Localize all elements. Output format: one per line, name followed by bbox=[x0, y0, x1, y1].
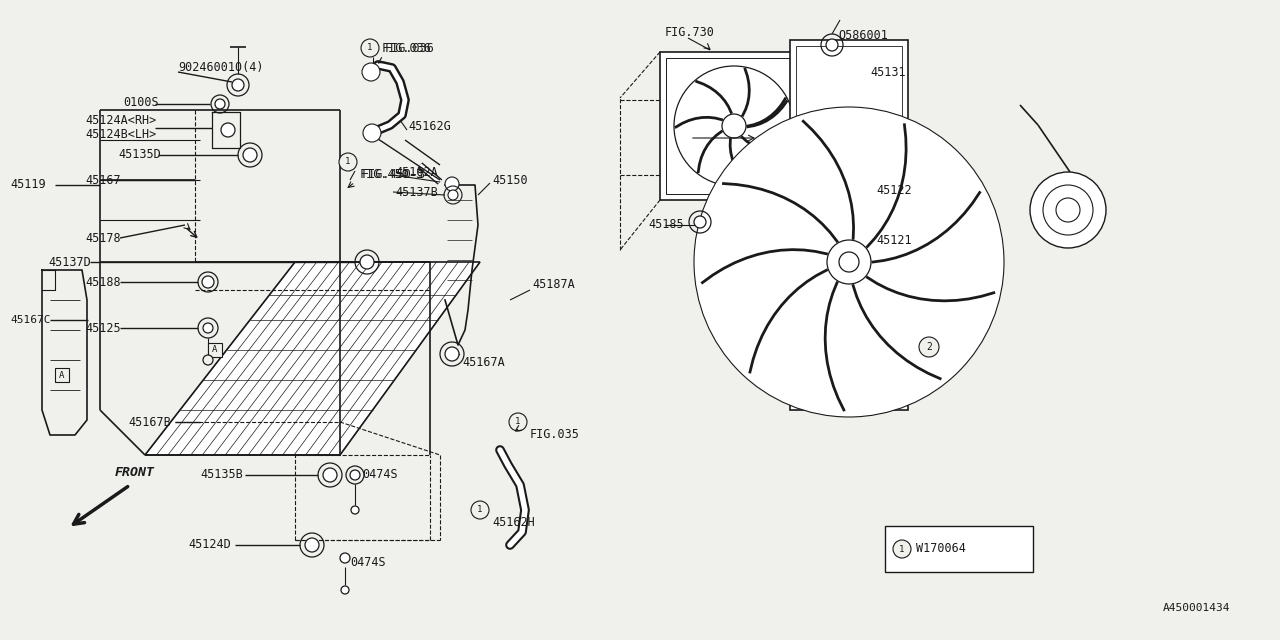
Text: FRONT: FRONT bbox=[115, 465, 155, 479]
Circle shape bbox=[694, 107, 1004, 417]
Circle shape bbox=[826, 39, 838, 51]
Circle shape bbox=[323, 468, 337, 482]
Text: 45121: 45121 bbox=[876, 234, 911, 246]
Text: Q586001: Q586001 bbox=[838, 29, 888, 42]
Circle shape bbox=[340, 586, 349, 594]
Text: 45124B<LH>: 45124B<LH> bbox=[84, 129, 156, 141]
Text: 45135B: 45135B bbox=[200, 468, 243, 481]
Text: 1: 1 bbox=[900, 545, 905, 554]
Circle shape bbox=[204, 355, 212, 365]
Text: 45178: 45178 bbox=[84, 232, 120, 244]
Text: 45119: 45119 bbox=[10, 179, 46, 191]
Text: 2: 2 bbox=[925, 342, 932, 352]
Circle shape bbox=[364, 124, 381, 142]
Circle shape bbox=[827, 240, 870, 284]
Circle shape bbox=[243, 148, 257, 162]
Text: FIG.036: FIG.036 bbox=[381, 42, 431, 54]
Text: 45131: 45131 bbox=[870, 65, 906, 79]
Text: 45167B: 45167B bbox=[128, 415, 170, 429]
Circle shape bbox=[351, 506, 358, 514]
Text: 1: 1 bbox=[477, 506, 483, 515]
Circle shape bbox=[202, 276, 214, 288]
Text: 902460010(4): 902460010(4) bbox=[178, 61, 264, 74]
Text: 45167C: 45167C bbox=[10, 315, 50, 325]
Text: A: A bbox=[212, 346, 218, 355]
Bar bbox=[55, 368, 69, 382]
Text: A450001434: A450001434 bbox=[1162, 603, 1230, 613]
Circle shape bbox=[893, 540, 911, 558]
Text: FIG.450-3: FIG.450-3 bbox=[362, 168, 426, 182]
Text: FIG.730: FIG.730 bbox=[666, 26, 714, 38]
Text: FIG.035: FIG.035 bbox=[530, 429, 580, 442]
Circle shape bbox=[361, 39, 379, 57]
Circle shape bbox=[471, 501, 489, 519]
Text: A: A bbox=[59, 371, 65, 380]
Text: 45150: 45150 bbox=[492, 173, 527, 186]
Circle shape bbox=[919, 337, 940, 357]
Text: 0474S: 0474S bbox=[349, 556, 385, 568]
Text: 0474S: 0474S bbox=[362, 468, 398, 481]
Bar bbox=[796, 46, 902, 404]
Circle shape bbox=[675, 66, 794, 186]
Circle shape bbox=[349, 470, 360, 480]
Text: 45162G: 45162G bbox=[408, 120, 451, 134]
Text: 45167A: 45167A bbox=[462, 355, 504, 369]
Text: 1: 1 bbox=[346, 157, 351, 166]
Text: 45185: 45185 bbox=[648, 218, 684, 232]
Text: 45137D: 45137D bbox=[49, 255, 91, 269]
Circle shape bbox=[448, 190, 458, 200]
Text: 45124D: 45124D bbox=[188, 538, 230, 552]
Bar bbox=[790, 40, 908, 410]
Circle shape bbox=[215, 99, 225, 109]
Circle shape bbox=[1056, 198, 1080, 222]
Text: 45125: 45125 bbox=[84, 321, 120, 335]
Circle shape bbox=[1030, 172, 1106, 248]
Circle shape bbox=[360, 255, 374, 269]
Circle shape bbox=[838, 252, 859, 272]
Text: 0100S: 0100S bbox=[123, 95, 159, 109]
Circle shape bbox=[509, 413, 527, 431]
Text: 45137B: 45137B bbox=[396, 186, 438, 198]
Circle shape bbox=[445, 347, 460, 361]
Circle shape bbox=[694, 216, 707, 228]
Bar bbox=[666, 58, 803, 194]
Text: 45122: 45122 bbox=[876, 184, 911, 196]
Circle shape bbox=[221, 123, 236, 137]
Circle shape bbox=[1043, 185, 1093, 235]
Text: 45124A<RH>: 45124A<RH> bbox=[84, 113, 156, 127]
Polygon shape bbox=[145, 262, 480, 455]
Circle shape bbox=[204, 323, 212, 333]
Text: W170064: W170064 bbox=[916, 543, 966, 556]
Text: 45135D: 45135D bbox=[118, 148, 161, 161]
Text: FIG.450-3: FIG.450-3 bbox=[360, 168, 424, 182]
Text: 45167: 45167 bbox=[84, 173, 120, 186]
Text: 45162A: 45162A bbox=[396, 166, 438, 179]
Circle shape bbox=[232, 79, 244, 91]
Circle shape bbox=[445, 177, 460, 191]
Circle shape bbox=[722, 114, 746, 138]
Circle shape bbox=[339, 153, 357, 171]
Bar bbox=[884, 526, 1033, 572]
Bar bbox=[660, 52, 808, 200]
Circle shape bbox=[340, 553, 349, 563]
Circle shape bbox=[362, 63, 380, 81]
Text: 1: 1 bbox=[367, 44, 372, 52]
Text: FIG.036: FIG.036 bbox=[385, 42, 435, 54]
Text: 45187A: 45187A bbox=[532, 278, 575, 291]
Text: 45162H: 45162H bbox=[492, 515, 535, 529]
Text: 1: 1 bbox=[516, 417, 521, 426]
Bar bbox=[207, 343, 221, 357]
Circle shape bbox=[305, 538, 319, 552]
Text: 45188: 45188 bbox=[84, 275, 120, 289]
